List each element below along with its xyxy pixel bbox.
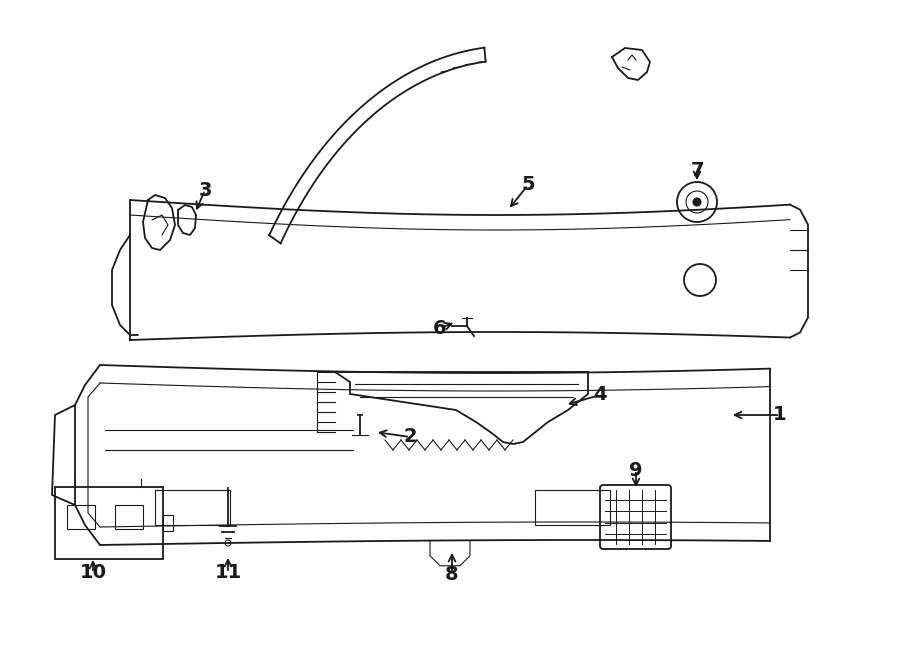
Bar — [55, 487, 163, 559]
Text: 5: 5 — [521, 176, 535, 194]
Text: 9: 9 — [629, 461, 643, 479]
Text: 1: 1 — [773, 405, 787, 424]
Text: 4: 4 — [593, 385, 607, 405]
Circle shape — [693, 198, 701, 206]
Text: 8: 8 — [446, 566, 459, 584]
Bar — [163, 515, 173, 531]
Text: 7: 7 — [690, 161, 704, 180]
Bar — [115, 505, 143, 529]
Bar — [535, 490, 610, 525]
Text: 10: 10 — [79, 563, 106, 582]
Text: 2: 2 — [403, 428, 417, 446]
Text: 3: 3 — [198, 180, 212, 200]
Bar — [155, 490, 230, 525]
Text: 6: 6 — [433, 319, 446, 338]
Bar — [67, 505, 95, 529]
Text: 11: 11 — [214, 563, 241, 582]
